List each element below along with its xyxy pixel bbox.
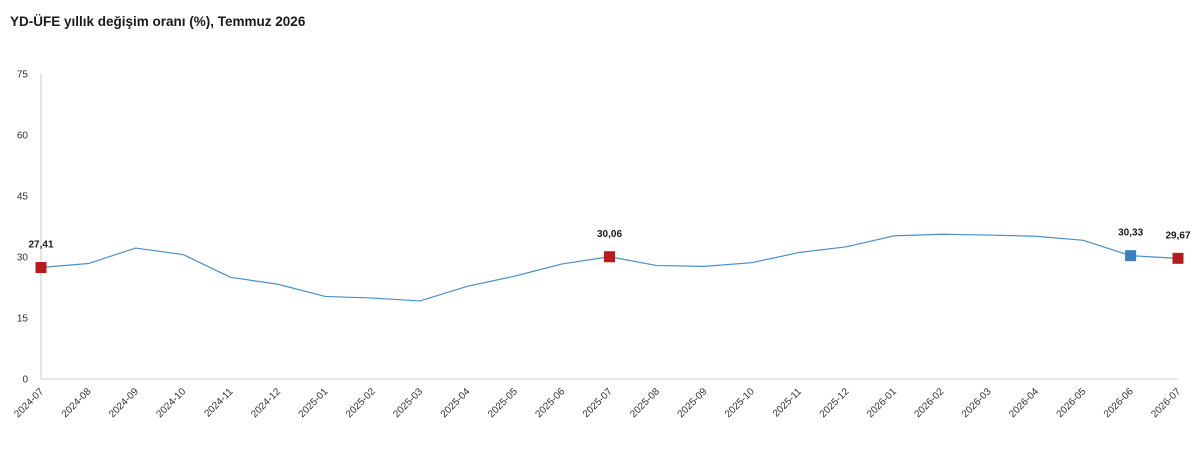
x-tick-label: 2024-08: [60, 386, 94, 420]
x-tick-label: 2026-03: [960, 386, 994, 420]
highlight-markers: [35, 250, 1184, 274]
highlight-marker: [35, 262, 47, 274]
x-tick-label: 2025-04: [439, 386, 473, 420]
x-tick-labels: 2024-07 2024-08 2024-09 2024-10 2024-11 2024-…: [12, 386, 1183, 420]
y-tick-label: 30: [17, 253, 29, 264]
x-tick-label: 2024-09: [107, 386, 141, 420]
y-tick-label: 0: [22, 375, 28, 386]
y-tick-label: 60: [17, 131, 29, 142]
x-tick-label: 2026-06: [1102, 386, 1136, 420]
data-label: 27,41: [28, 240, 53, 251]
data-labels: 27,41 30,06 30,33 29,67: [28, 228, 1190, 251]
x-tick-label: 2025-11: [771, 386, 805, 420]
highlight-marker: [1125, 250, 1137, 262]
x-tick-label: 2026-05: [1055, 386, 1089, 420]
x-tick-label: 2025-06: [534, 386, 568, 420]
x-tick-label: 2026-01: [865, 386, 899, 420]
data-label: 30,33: [1118, 228, 1143, 239]
chart-title: YD-ÜFE yıllık değişim oranı (%), Temmuz …: [10, 14, 306, 29]
highlight-marker: [1172, 252, 1184, 264]
x-tick-label: 2024-12: [249, 386, 283, 420]
data-label: 30,06: [597, 229, 622, 240]
x-tick-label: 2024-11: [202, 386, 236, 420]
x-tick-label: 2025-08: [628, 386, 662, 420]
x-tick-label: 2025-05: [486, 386, 520, 420]
x-tick-label: 2025-07: [581, 386, 615, 420]
y-tick-label: 45: [17, 192, 29, 203]
data-label: 29,67: [1165, 230, 1190, 241]
series: [40, 233, 1179, 302]
x-tick-label: 2025-03: [391, 386, 425, 420]
y-tick-labels: 0 15 30 45 60 75: [17, 70, 29, 386]
y-tick-label: 75: [17, 70, 29, 81]
x-tick-label: 2025-09: [676, 386, 710, 420]
x-tick-label: 2025-12: [818, 386, 852, 420]
x-tick-label: 2024-10: [155, 386, 189, 420]
highlight-marker: [604, 251, 615, 263]
x-tick-label: 2025-10: [723, 386, 757, 420]
series-line: [40, 233, 1179, 302]
x-tick-label: 2026-02: [913, 386, 947, 420]
x-tick-label: 2026-04: [1007, 386, 1041, 420]
x-tick-label: 2026-07: [1149, 386, 1183, 420]
y-tick-label: 15: [17, 314, 29, 325]
x-tick-label: 2025-01: [297, 386, 331, 420]
axes: [40, 74, 1178, 380]
x-tick-label: 2025-02: [344, 386, 378, 420]
x-tick-label: 2024-07: [12, 386, 46, 420]
